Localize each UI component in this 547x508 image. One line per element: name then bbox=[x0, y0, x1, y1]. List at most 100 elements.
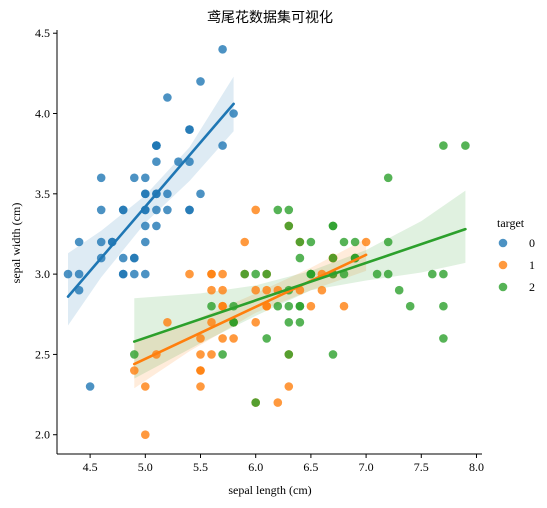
data-point-2 bbox=[295, 301, 305, 311]
x-tick-label: 8.0 bbox=[469, 460, 484, 474]
data-point-1 bbox=[218, 334, 227, 343]
data-point-2 bbox=[394, 285, 404, 295]
data-point-0 bbox=[141, 221, 150, 231]
data-point-2 bbox=[350, 237, 360, 247]
data-point-0 bbox=[141, 189, 150, 199]
data-point-2 bbox=[218, 350, 227, 359]
data-point-2 bbox=[130, 350, 139, 359]
legend-marker-0 bbox=[498, 238, 508, 248]
data-point-2 bbox=[229, 318, 238, 327]
data-point-0 bbox=[118, 269, 128, 279]
data-point-2 bbox=[405, 301, 415, 311]
axes: 4.5 5.0 5.5 6.0 6.5 7.0 7.5 8.0 2.0 2.5 3.0 3.5 4.0… bbox=[35, 26, 484, 474]
data-point-0 bbox=[152, 141, 161, 150]
chart-title: 鸢尾花数据集可视化 bbox=[207, 9, 333, 26]
data-point-1 bbox=[141, 430, 150, 440]
legend-label-1: 1 bbox=[529, 258, 535, 272]
legend-label-2: 2 bbox=[529, 280, 535, 294]
data-point-1 bbox=[251, 318, 260, 327]
data-point-1 bbox=[196, 382, 205, 391]
data-point-2 bbox=[439, 301, 448, 311]
data-point-2 bbox=[383, 269, 393, 279]
data-point-0 bbox=[141, 269, 150, 279]
data-point-1 bbox=[207, 285, 216, 295]
data-point-0 bbox=[130, 269, 139, 279]
data-point-1 bbox=[262, 285, 272, 295]
data-point-1 bbox=[130, 366, 139, 375]
legend-title: target bbox=[497, 216, 525, 230]
data-point-1 bbox=[218, 269, 227, 279]
data-point-0 bbox=[130, 173, 139, 183]
x-tick-label: 7.5 bbox=[414, 460, 429, 474]
data-point-0 bbox=[163, 205, 172, 215]
data-point-2 bbox=[295, 253, 305, 263]
y-tick-label: 2.5 bbox=[35, 347, 50, 361]
data-point-0 bbox=[118, 253, 128, 263]
data-point-2 bbox=[251, 269, 260, 279]
data-point-1 bbox=[251, 205, 260, 215]
data-point-2 bbox=[273, 205, 283, 215]
y-tick-label: 3.5 bbox=[35, 187, 50, 201]
regression-line-2 bbox=[132, 227, 467, 343]
data-point-2 bbox=[295, 318, 305, 327]
legend: target 0 1 2 bbox=[497, 216, 535, 294]
x-tick-label: 6.0 bbox=[248, 460, 263, 474]
data-point-2 bbox=[383, 237, 393, 247]
data-point-1 bbox=[196, 366, 205, 375]
data-point-2 bbox=[284, 318, 294, 327]
data-point-2 bbox=[284, 350, 294, 359]
data-point-0 bbox=[130, 253, 139, 263]
data-point-1 bbox=[207, 318, 216, 327]
data-point-1 bbox=[207, 350, 216, 359]
data-point-2 bbox=[306, 269, 316, 279]
data-point-1 bbox=[207, 269, 216, 279]
data-point-2 bbox=[295, 237, 305, 247]
data-point-2 bbox=[439, 334, 448, 343]
y-axis-label: sepal width (cm) bbox=[9, 203, 23, 284]
data-point-0 bbox=[196, 77, 205, 86]
data-point-1 bbox=[218, 285, 227, 295]
data-point-0 bbox=[63, 269, 73, 279]
data-point-1 bbox=[317, 285, 327, 295]
data-point-2 bbox=[262, 269, 272, 279]
scatter-points bbox=[63, 45, 470, 440]
data-point-2 bbox=[383, 173, 393, 183]
x-tick-label: 5.5 bbox=[193, 460, 208, 474]
data-point-0 bbox=[74, 269, 84, 279]
data-point-2 bbox=[240, 269, 249, 279]
data-point-0 bbox=[185, 125, 194, 134]
data-point-0 bbox=[152, 221, 161, 231]
data-point-2 bbox=[262, 334, 272, 343]
x-tick-label: 4.5 bbox=[83, 460, 98, 474]
data-point-1 bbox=[284, 382, 294, 391]
data-point-2 bbox=[328, 221, 338, 231]
data-point-2 bbox=[439, 141, 448, 150]
data-point-2 bbox=[284, 221, 294, 231]
data-point-0 bbox=[163, 189, 172, 199]
data-point-0 bbox=[163, 93, 172, 102]
y-ticks: 2.0 2.5 3.0 3.5 4.0 4.5 bbox=[35, 26, 57, 442]
data-point-2 bbox=[461, 141, 470, 150]
data-point-1 bbox=[196, 334, 205, 343]
data-point-0 bbox=[196, 189, 205, 199]
data-point-0 bbox=[218, 141, 227, 150]
data-point-0 bbox=[74, 237, 84, 247]
data-point-1 bbox=[339, 301, 349, 311]
data-point-2 bbox=[251, 398, 260, 407]
data-point-1 bbox=[163, 318, 172, 327]
data-point-2 bbox=[439, 269, 448, 279]
data-point-0 bbox=[229, 109, 238, 118]
x-axis-label: sepal length (cm) bbox=[228, 483, 311, 497]
data-point-0 bbox=[96, 237, 106, 247]
y-tick-label: 4.5 bbox=[35, 26, 50, 40]
x-tick-label: 7.0 bbox=[359, 460, 374, 474]
data-point-1 bbox=[240, 237, 249, 247]
data-point-0 bbox=[141, 237, 150, 247]
data-point-1 bbox=[218, 301, 227, 311]
data-point-1 bbox=[251, 285, 260, 295]
data-point-2 bbox=[328, 253, 338, 263]
data-point-1 bbox=[361, 237, 371, 247]
data-point-0 bbox=[118, 205, 128, 215]
data-point-0 bbox=[85, 382, 95, 391]
